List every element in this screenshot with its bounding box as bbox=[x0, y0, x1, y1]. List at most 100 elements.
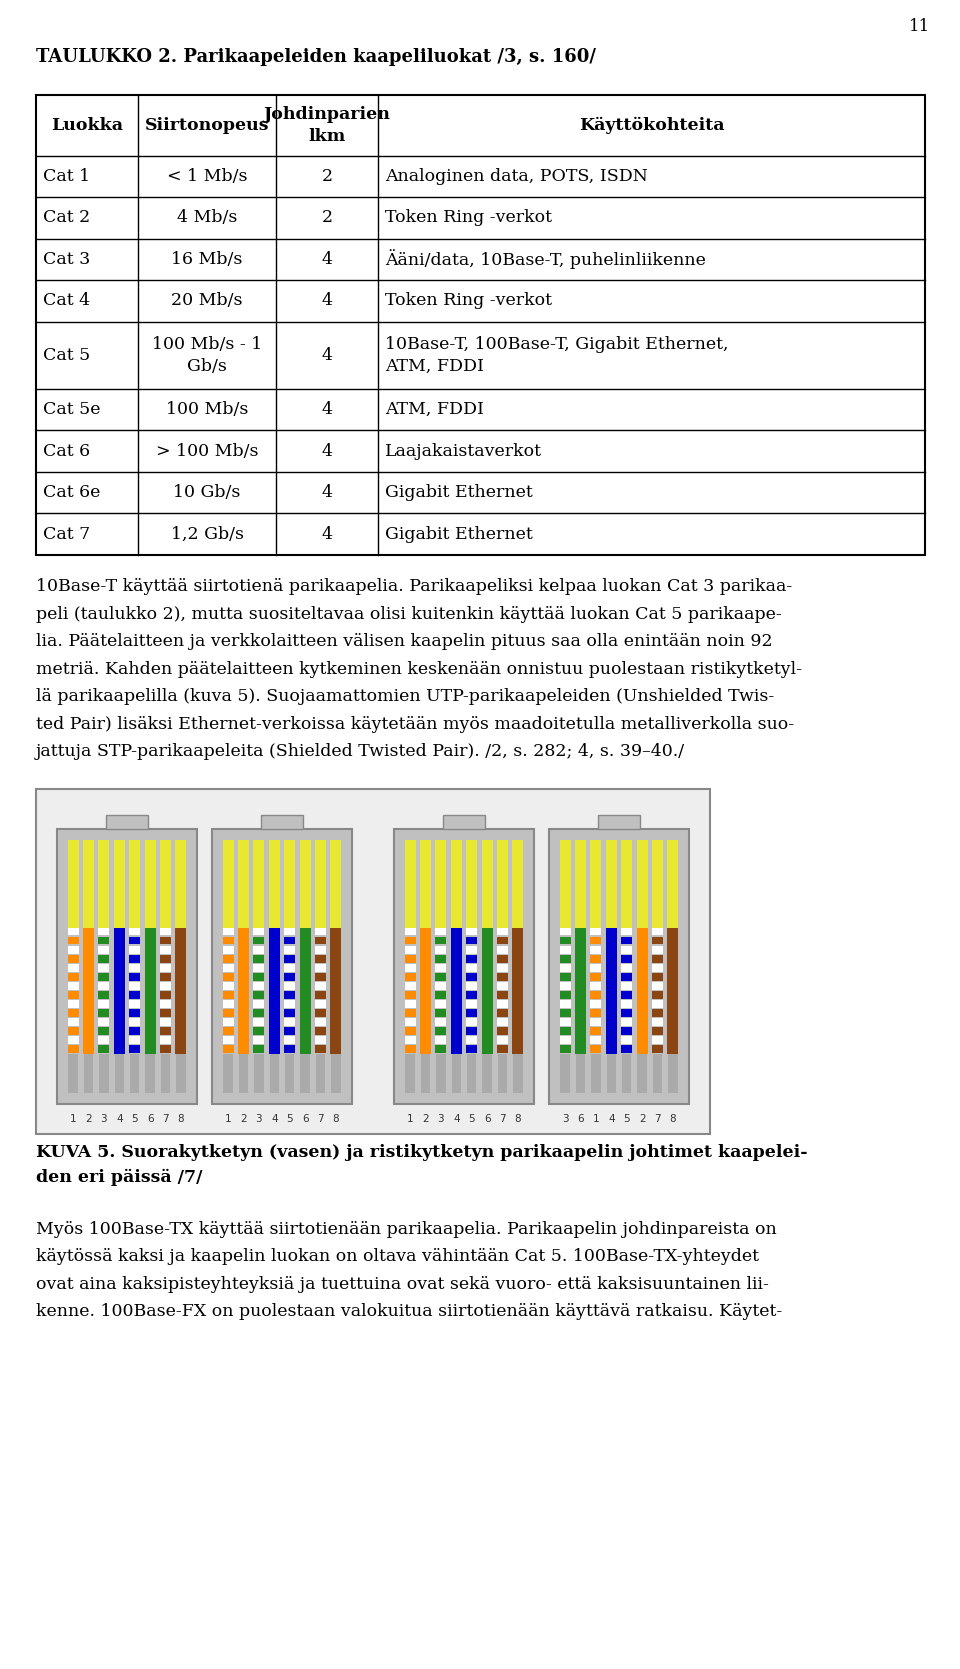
Text: lä parikaapelilla (kuva 5). Suojaamattomien UTP-parikaapeleiden (Unshielded Twis: lä parikaapelilla (kuva 5). Suojaamattom… bbox=[36, 688, 775, 704]
Text: ATM, FDDI: ATM, FDDI bbox=[385, 401, 484, 419]
Text: 1: 1 bbox=[592, 1113, 599, 1123]
Bar bbox=[284, 1036, 296, 1043]
Bar bbox=[130, 973, 140, 981]
Bar bbox=[404, 1018, 416, 1026]
Bar bbox=[621, 1000, 633, 1008]
Bar bbox=[652, 1008, 663, 1016]
Bar bbox=[590, 936, 602, 945]
Bar bbox=[560, 1045, 570, 1053]
Bar bbox=[99, 1055, 108, 1093]
Text: Cat 7: Cat 7 bbox=[43, 526, 90, 542]
Bar bbox=[513, 928, 523, 1055]
Text: 2: 2 bbox=[322, 169, 333, 185]
Bar bbox=[253, 946, 264, 953]
Bar bbox=[67, 973, 79, 981]
Bar bbox=[435, 946, 446, 953]
Text: Käyttökohteita: Käyttökohteita bbox=[579, 117, 725, 134]
Bar bbox=[560, 963, 570, 971]
Bar bbox=[223, 1036, 233, 1043]
Text: Cat 2: Cat 2 bbox=[43, 209, 90, 227]
Bar bbox=[253, 840, 264, 928]
Bar bbox=[160, 928, 171, 935]
Bar bbox=[497, 991, 508, 998]
Bar bbox=[315, 840, 326, 928]
Text: 2: 2 bbox=[638, 1113, 645, 1123]
Text: 4: 4 bbox=[453, 1113, 460, 1123]
Text: 1: 1 bbox=[70, 1113, 77, 1123]
Bar bbox=[404, 1000, 416, 1008]
Bar bbox=[467, 991, 477, 998]
Bar bbox=[253, 963, 264, 971]
Bar bbox=[467, 936, 477, 945]
Bar bbox=[467, 1018, 477, 1026]
Bar bbox=[36, 95, 925, 556]
Bar bbox=[467, 963, 477, 971]
Bar bbox=[300, 840, 311, 928]
Text: den eri päissä /7/: den eri päissä /7/ bbox=[36, 1168, 203, 1185]
Text: metriä. Kahden päätelaitteen kytkeminen keskenään onnistuu puolestaan ristikytke: metriä. Kahden päätelaitteen kytkeminen … bbox=[36, 661, 802, 678]
Bar bbox=[621, 936, 633, 945]
Bar bbox=[315, 946, 326, 953]
Bar bbox=[238, 928, 249, 1055]
Bar bbox=[284, 955, 296, 963]
Bar bbox=[404, 840, 416, 928]
Bar bbox=[130, 991, 140, 998]
Text: TAULUKKO 2. Parikaapeleiden kaapeliluokat /3, s. 160/: TAULUKKO 2. Parikaapeleiden kaapeliluoka… bbox=[36, 48, 596, 67]
Bar bbox=[436, 1055, 445, 1093]
Bar bbox=[284, 946, 296, 953]
Bar bbox=[253, 1018, 264, 1026]
Bar bbox=[130, 1026, 140, 1035]
Bar bbox=[130, 928, 140, 935]
Text: Analoginen data, POTS, ISDN: Analoginen data, POTS, ISDN bbox=[385, 169, 648, 185]
Bar bbox=[652, 981, 663, 990]
Bar bbox=[467, 928, 477, 935]
Bar bbox=[467, 1000, 477, 1008]
Bar bbox=[590, 1018, 602, 1026]
Text: 7: 7 bbox=[499, 1113, 506, 1123]
Bar bbox=[83, 840, 94, 928]
Bar bbox=[269, 840, 280, 928]
Bar bbox=[636, 928, 648, 1055]
Bar bbox=[404, 936, 416, 945]
Text: 8: 8 bbox=[515, 1113, 521, 1123]
Bar bbox=[590, 973, 602, 981]
Bar bbox=[253, 936, 264, 945]
Text: KUVA 5. Suorakytketyn (vasen) ja ristikytketyn parikaapelin johtimet kaapelei-: KUVA 5. Suorakytketyn (vasen) ja ristiky… bbox=[36, 1143, 807, 1160]
Bar bbox=[590, 963, 602, 971]
Bar bbox=[404, 1045, 416, 1053]
Bar bbox=[435, 955, 446, 963]
Bar bbox=[106, 814, 148, 828]
Bar bbox=[443, 814, 485, 828]
Bar bbox=[98, 936, 109, 945]
Bar bbox=[482, 928, 492, 1055]
Bar bbox=[130, 1008, 140, 1016]
Bar bbox=[160, 1026, 171, 1035]
Bar bbox=[652, 1000, 663, 1008]
Bar bbox=[652, 1018, 663, 1026]
Bar bbox=[176, 840, 186, 928]
Bar bbox=[98, 840, 109, 928]
Bar bbox=[212, 828, 352, 1103]
Text: Luokka: Luokka bbox=[51, 117, 123, 134]
Text: Cat 6e: Cat 6e bbox=[43, 484, 101, 501]
Bar bbox=[130, 981, 140, 990]
Bar bbox=[68, 1055, 78, 1093]
Bar bbox=[590, 946, 602, 953]
Bar bbox=[405, 1055, 415, 1093]
Text: 7: 7 bbox=[654, 1113, 660, 1123]
Bar bbox=[254, 1055, 264, 1093]
Bar bbox=[497, 928, 508, 935]
Text: peli (taulukko 2), mutta suositeltavaa olisi kuitenkin käyttää luokan Cat 5 pari: peli (taulukko 2), mutta suositeltavaa o… bbox=[36, 606, 781, 623]
Bar bbox=[315, 963, 326, 971]
Bar bbox=[590, 1008, 602, 1016]
Text: 4: 4 bbox=[322, 526, 333, 542]
Text: 8: 8 bbox=[669, 1113, 676, 1123]
Bar bbox=[176, 928, 186, 1055]
Bar bbox=[497, 1000, 508, 1008]
Text: Siirtonopeus: Siirtonopeus bbox=[145, 117, 270, 134]
Bar bbox=[160, 973, 171, 981]
Text: Ääni/data, 10Base-T, puhelinliikenne: Ääni/data, 10Base-T, puhelinliikenne bbox=[385, 249, 707, 269]
Bar bbox=[284, 1008, 296, 1016]
Bar bbox=[467, 1055, 476, 1093]
Bar bbox=[239, 1055, 249, 1093]
